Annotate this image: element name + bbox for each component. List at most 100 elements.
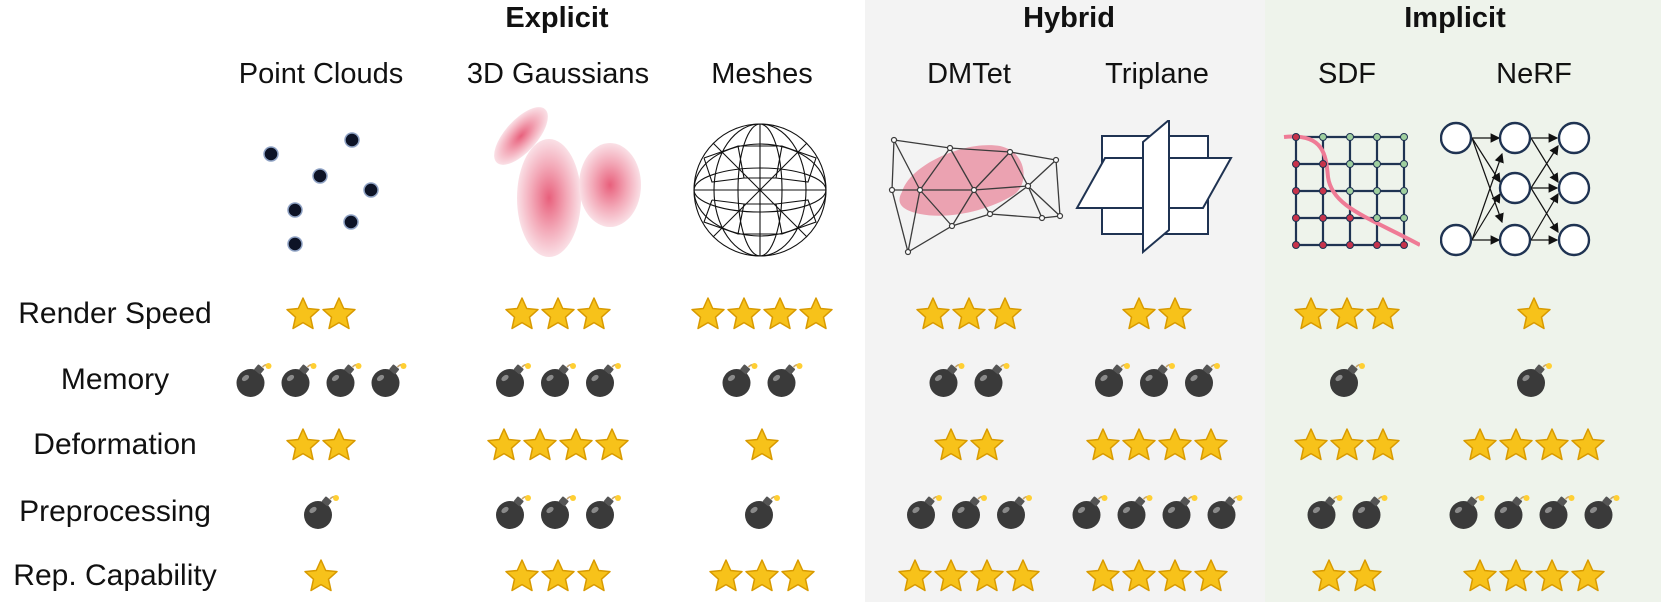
- star-icon: [1294, 428, 1328, 461]
- rating-cell-render_speed-point_clouds: [285, 296, 357, 332]
- column-title-dmtet: DMTet: [927, 58, 1011, 90]
- rating-cell-deformation-nerf: [1462, 427, 1606, 463]
- bomb-icon: [1307, 495, 1343, 529]
- bomb-icon: [1352, 495, 1388, 529]
- bomb-icon: [371, 363, 407, 397]
- bomb-icon: [541, 495, 576, 529]
- rating-cell-memory-meshes: [720, 360, 805, 400]
- column-title-nerf: NeRF: [1496, 58, 1572, 90]
- star-icon: [1499, 559, 1533, 592]
- bomb-icon: [496, 363, 531, 397]
- star-icon: [577, 559, 611, 592]
- rating-cell-render_speed-triplane: [1121, 296, 1193, 332]
- bomb-icon: [541, 363, 576, 397]
- row-label-render-speed: Render Speed: [18, 297, 212, 330]
- gaussian-blob: [517, 139, 581, 257]
- bomb-icon: [745, 495, 780, 529]
- dmtet-illustration: [888, 136, 1064, 256]
- rating-cell-rep_capability-triplane: [1085, 558, 1229, 594]
- star-icon: [541, 297, 575, 330]
- rating-cell-memory-nerf: [1514, 360, 1554, 400]
- star-icon: [745, 428, 779, 461]
- rating-cell-preprocessing-point_clouds: [301, 492, 341, 532]
- star-icon: [1535, 559, 1569, 592]
- bomb-icon: [586, 495, 621, 529]
- bomb-icon: [1072, 495, 1108, 529]
- bomb-icon: [929, 363, 965, 397]
- row-label-rep-capability: Rep. Capability: [13, 559, 217, 592]
- bomb-icon: [1140, 363, 1175, 397]
- rating-cell-render_speed-gaussians: [504, 296, 612, 332]
- star-icon: [1499, 428, 1533, 461]
- point-dot: [312, 168, 328, 184]
- rating-cell-memory-point_clouds: [234, 360, 409, 400]
- star-icon: [304, 559, 338, 592]
- star-icon: [1366, 428, 1400, 461]
- bomb-icon: [1584, 495, 1620, 529]
- rating-cell-rep_capability-sdf: [1311, 558, 1383, 594]
- star-icon: [595, 428, 629, 461]
- star-icon: [727, 297, 761, 330]
- star-icon: [781, 559, 815, 592]
- star-icon: [970, 559, 1004, 592]
- point-dot: [287, 236, 303, 252]
- bomb-icon: [586, 363, 621, 397]
- rating-cell-preprocessing-nerf: [1447, 492, 1622, 532]
- star-icon: [1194, 559, 1228, 592]
- bomb-icon: [907, 495, 942, 529]
- star-icon: [1086, 428, 1120, 461]
- rating-cell-preprocessing-meshes: [742, 492, 782, 532]
- rating-cell-rep_capability-point_clouds: [303, 558, 339, 594]
- nerf-network-illustration: [1440, 121, 1591, 257]
- row-label-deformation: Deformation: [33, 428, 197, 461]
- column-title-point-clouds: Point Clouds: [238, 58, 404, 90]
- star-icon: [1366, 297, 1400, 330]
- star-icon: [1194, 428, 1228, 461]
- star-icon: [1122, 297, 1156, 330]
- bomb-icon: [952, 495, 987, 529]
- star-icon: [1463, 559, 1497, 592]
- rating-cell-deformation-sdf: [1293, 427, 1401, 463]
- star-icon: [934, 428, 968, 461]
- point-dot: [344, 132, 360, 148]
- column-title-triplane: Triplane: [1105, 58, 1209, 90]
- rating-cell-rep_capability-dmtet: [897, 558, 1041, 594]
- star-icon: [763, 297, 797, 330]
- rating-cell-deformation-dmtet: [933, 427, 1005, 463]
- star-icon: [322, 297, 356, 330]
- star-icon: [1571, 559, 1605, 592]
- bomb-icon: [1449, 495, 1485, 529]
- star-icon: [1517, 297, 1551, 330]
- rating-cell-deformation-point_clouds: [285, 427, 357, 463]
- rating-cell-memory-triplane: [1092, 360, 1222, 400]
- rating-cell-rep_capability-meshes: [708, 558, 816, 594]
- group-title-hybrid: Hybrid: [1023, 2, 1115, 34]
- bomb-icon: [974, 363, 1010, 397]
- rating-cell-memory-dmtet: [927, 360, 1012, 400]
- point-dot: [363, 182, 379, 198]
- bomb-icon: [1539, 495, 1575, 529]
- rating-cell-render_speed-sdf: [1293, 296, 1401, 332]
- star-icon: [1006, 559, 1040, 592]
- rating-cell-preprocessing-gaussians: [493, 492, 623, 532]
- star-icon: [1535, 428, 1569, 461]
- rating-cell-memory-gaussians: [493, 360, 623, 400]
- rating-cell-rep_capability-gaussians: [504, 558, 612, 594]
- rating-cell-preprocessing-dmtet: [904, 492, 1034, 532]
- star-icon: [898, 559, 932, 592]
- star-icon: [691, 297, 725, 330]
- row-label-preprocessing: Preprocessing: [19, 495, 211, 528]
- star-icon: [322, 428, 356, 461]
- bomb-icon: [1185, 363, 1220, 397]
- point-dot: [287, 202, 303, 218]
- star-icon: [541, 559, 575, 592]
- bomb-icon: [1330, 363, 1365, 397]
- star-icon: [1330, 428, 1364, 461]
- star-icon: [799, 297, 833, 330]
- star-icon: [916, 297, 950, 330]
- column-title-meshes: Meshes: [711, 58, 813, 90]
- rating-cell-render_speed-nerf: [1516, 296, 1552, 332]
- bomb-icon: [236, 363, 272, 397]
- rating-cell-deformation-gaussians: [486, 427, 630, 463]
- rating-cell-memory-sdf: [1327, 360, 1367, 400]
